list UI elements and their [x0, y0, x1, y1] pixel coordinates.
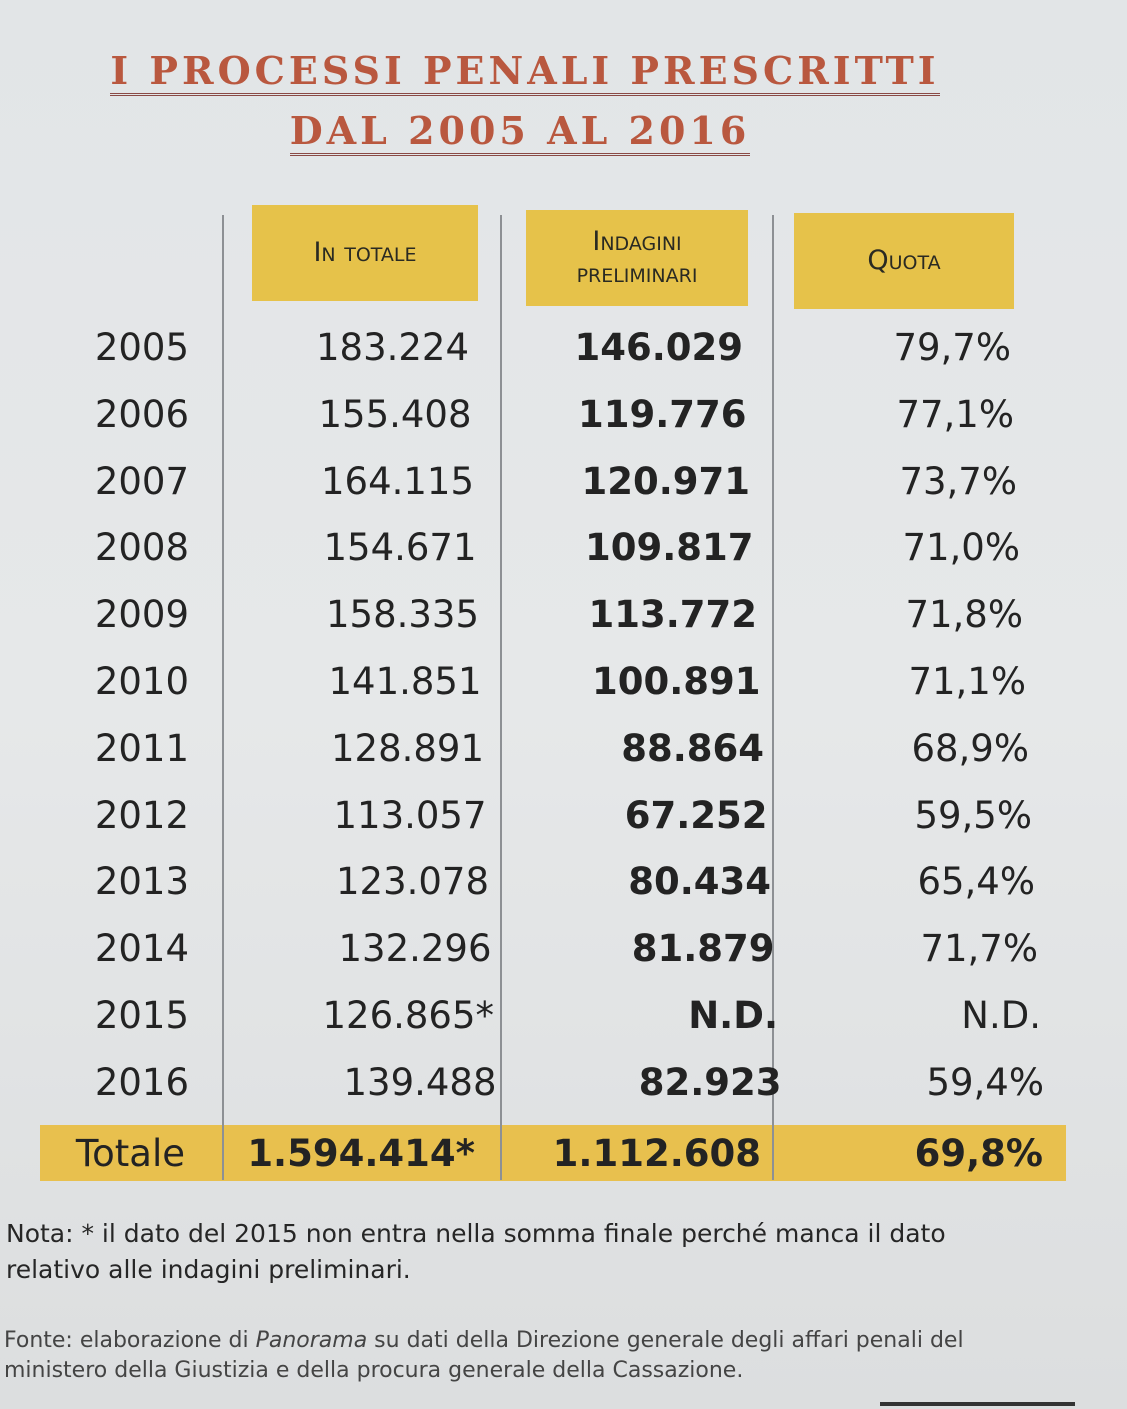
year-cell: 2006 [94, 392, 189, 436]
table-row: 2012 113.057 67.252 59,5% [0, 786, 1127, 846]
source-line-1: Fonte: elaborazione di Panorama su dati … [4, 1326, 1104, 1356]
year-cell: 2015 [94, 994, 189, 1037]
table-row: 2014 132.296 81.879 71,7% [0, 919, 1127, 979]
indagini-cell: 88.864 [621, 726, 764, 770]
table-row: 2008 154.671 109.817 71,0% [0, 518, 1127, 578]
year-cell: 2016 [94, 1060, 189, 1104]
source-prefix: Fonte: elaborazione di [4, 1328, 256, 1353]
quota-cell: N.D. [961, 994, 1041, 1037]
header-in-totale-label: In totale [313, 236, 417, 268]
footnote: Nota: * il dato del 2015 non entra nella… [6, 1216, 1106, 1288]
column-divider [772, 215, 774, 1180]
indagini-cell: 100.891 [591, 660, 761, 703]
indagini-cell: 82.923 [638, 1060, 782, 1104]
in-totale-cell: 158.335 [325, 593, 479, 637]
indagini-cell: 81.879 [631, 927, 775, 971]
in-totale-cell: 132.296 [338, 927, 492, 971]
indagini-cell: N.D. [688, 994, 778, 1037]
table-row: 2005 183.224 146.029 79,7% [0, 318, 1127, 378]
year-cell: 2007 [94, 459, 189, 503]
table-row: 2015 126.865* N.D. N.D. [0, 986, 1127, 1046]
title-line-2: DAL 2005 AL 2016 [0, 108, 1045, 156]
in-totale-cell: 113.057 [333, 793, 487, 837]
in-totale-cell: 126.865* [322, 994, 494, 1037]
year-cell: 2013 [94, 860, 189, 904]
in-totale-cell: 141.851 [328, 660, 482, 703]
year-cell: 2011 [94, 726, 189, 770]
header-indagini-label: Indagini [592, 225, 682, 257]
total-indagini: 1.112.608 [552, 1132, 761, 1175]
in-totale-cell: 128.891 [330, 726, 484, 770]
indagini-cell: 67.252 [624, 793, 768, 837]
quota-cell: 59,5% [914, 793, 1032, 837]
indagini-cell: 109.817 [584, 526, 754, 570]
header-indagini-preliminari: Indagini preliminari [526, 210, 748, 306]
source-note: Fonte: elaborazione di Panorama su dati … [4, 1326, 1104, 1386]
in-totale-cell: 154.671 [323, 526, 477, 570]
year-cell: 2005 [94, 326, 189, 369]
header-quota-label: Quota [867, 244, 941, 276]
total-row: Totale 1.594.414* 1.112.608 69,8% [0, 1124, 1127, 1184]
footnote-line-2: relativo alle indagini preliminari. [6, 1255, 411, 1284]
indagini-cell: 146.029 [574, 326, 743, 369]
source-rest: su dati della Direzione generale degli a… [367, 1328, 964, 1353]
quota-cell: 71,8% [905, 593, 1023, 637]
table-row: 2006 155.408 119.776 77,1% [0, 385, 1127, 445]
table-row: 2007 164.115 120.971 73,7% [0, 452, 1127, 512]
quota-cell: 59,4% [926, 1060, 1044, 1104]
quota-cell: 79,7% [893, 326, 1011, 369]
bottom-rule [880, 1402, 1075, 1406]
indagini-cell: 120.971 [581, 459, 750, 503]
year-cell: 2012 [94, 793, 189, 837]
indagini-cell: 113.772 [588, 593, 757, 637]
total-label: Totale [75, 1132, 185, 1175]
total-row-band [40, 1125, 1066, 1181]
quota-cell: 73,7% [899, 459, 1017, 503]
quota-cell: 71,7% [920, 927, 1038, 971]
header-preliminari-label: preliminari [576, 258, 698, 289]
in-totale-cell: 164.115 [320, 459, 474, 503]
source-publication: Panorama [255, 1328, 368, 1353]
source-line-2: ministero della Giustizia e della procur… [4, 1358, 744, 1383]
table-row: 2016 139.488 82.923 59,4% [0, 1053, 1127, 1113]
table-row: 2010 141.851 100.891 71,1% [0, 652, 1127, 712]
header-quota: Quota [794, 213, 1014, 309]
indagini-cell: 80.434 [628, 860, 771, 904]
quota-cell: 71,1% [908, 660, 1026, 703]
quota-cell: 71,0% [902, 526, 1020, 570]
year-cell: 2008 [94, 526, 189, 570]
indagini-cell: 119.776 [577, 392, 747, 436]
in-totale-cell: 123.078 [335, 860, 489, 904]
in-totale-cell: 183.224 [315, 326, 469, 369]
column-divider [222, 215, 224, 1180]
total-in-totale: 1.594.414* [247, 1132, 475, 1175]
table-row: 2009 158.335 113.772 71,8% [0, 585, 1127, 645]
header-in-totale: In totale [252, 205, 478, 301]
title-line-1: I PROCESSI PENALI PRESCRITTI [0, 48, 1050, 96]
column-divider [500, 215, 502, 1180]
table-row: 2013 123.078 80.434 65,4% [0, 852, 1127, 912]
footnote-line-1: Nota: * il dato del 2015 non entra nella… [6, 1219, 946, 1248]
title-text-1: I PROCESSI PENALI PRESCRITTI [110, 51, 940, 96]
quota-cell: 77,1% [896, 392, 1014, 436]
total-quota: 69,8% [914, 1132, 1043, 1175]
year-cell: 2014 [94, 927, 189, 971]
quota-cell: 65,4% [917, 860, 1035, 904]
quota-cell: 68,9% [911, 726, 1029, 770]
table-row: 2011 128.891 88.864 68,9% [0, 719, 1127, 779]
in-totale-cell: 155.408 [318, 392, 472, 436]
year-cell: 2009 [94, 593, 189, 637]
year-cell: 2010 [94, 660, 189, 703]
title-text-2: DAL 2005 AL 2016 [289, 111, 751, 156]
in-totale-cell: 139.488 [343, 1060, 497, 1104]
